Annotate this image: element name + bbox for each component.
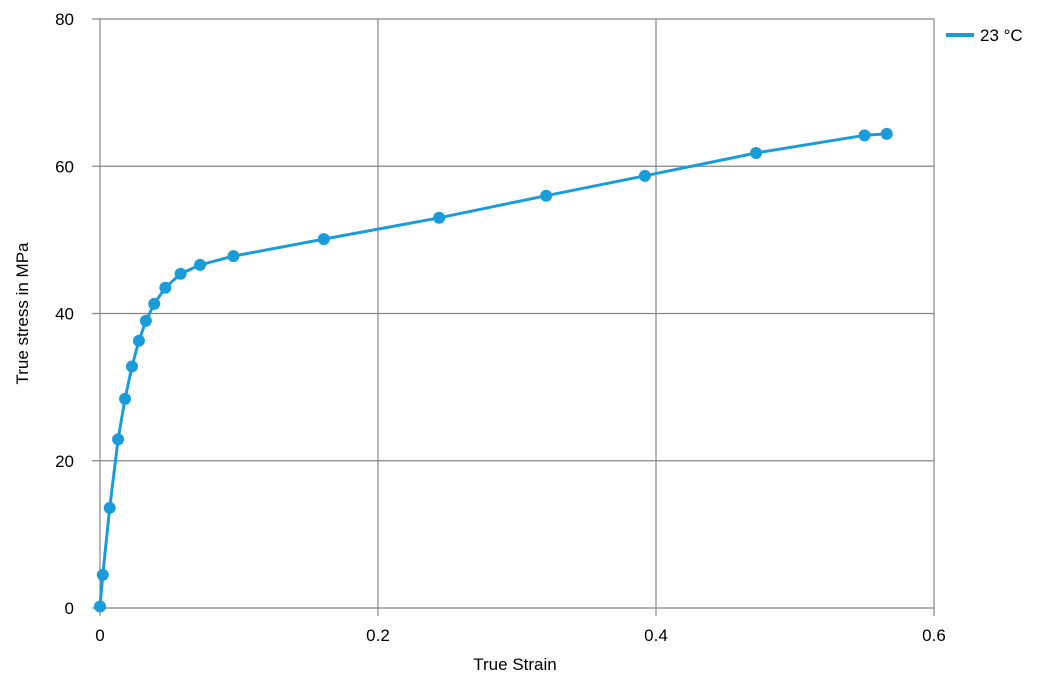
y-tick-label: 20 xyxy=(55,452,74,471)
data-point xyxy=(638,169,651,182)
data-point xyxy=(317,233,330,246)
data-point xyxy=(148,297,161,310)
y-tick-label: 80 xyxy=(55,10,74,29)
data-point xyxy=(227,250,240,263)
axes xyxy=(92,18,935,616)
x-tick-label: 0.2 xyxy=(366,626,390,645)
y-tick-label: 0 xyxy=(65,599,74,618)
tick-labels: 0 20 40 60 80 0 0.2 0.4 0.6 xyxy=(55,10,946,645)
legend-label: 23 °C xyxy=(980,26,1023,45)
data-point xyxy=(96,568,109,581)
legend: 23 °C xyxy=(946,26,1023,45)
x-tick-label: 0 xyxy=(95,626,104,645)
x-tick-label: 0.4 xyxy=(644,626,668,645)
y-tick-label: 60 xyxy=(55,157,74,176)
data-point xyxy=(139,314,152,327)
data-point xyxy=(119,392,132,405)
data-point xyxy=(132,334,145,347)
data-point xyxy=(540,189,553,202)
data-point xyxy=(858,129,871,142)
data-point xyxy=(750,146,763,159)
data-point xyxy=(194,258,207,271)
y-tick-label: 40 xyxy=(55,305,74,324)
data-point xyxy=(103,501,116,514)
data-point xyxy=(125,360,138,373)
series-layer xyxy=(94,127,893,613)
series-line xyxy=(98,132,887,607)
data-point xyxy=(174,267,187,280)
data-point xyxy=(112,433,125,446)
data-point xyxy=(94,600,106,613)
data-point xyxy=(159,281,172,294)
grid xyxy=(99,18,935,609)
data-point xyxy=(433,211,446,224)
data-point xyxy=(880,127,893,140)
y-axis-label: True stress in MPa xyxy=(13,242,32,385)
x-tick-label: 0.6 xyxy=(922,626,946,645)
x-axis-label: True Strain xyxy=(473,655,556,674)
